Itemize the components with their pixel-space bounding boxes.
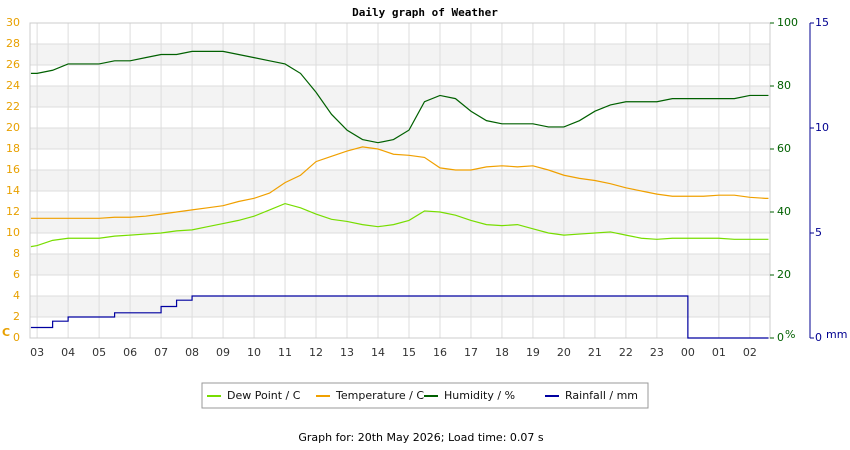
x-tick-label: 08 [185, 346, 199, 359]
plot-frame [29, 22, 771, 339]
y3-tick-label: 15 [815, 16, 829, 29]
y-unit: C [2, 326, 10, 339]
y3-tick-label: 5 [815, 226, 822, 239]
legend-label: Temperature / C [335, 389, 424, 402]
y-tick-label: 4 [13, 289, 20, 302]
y-tick-label: 20 [6, 121, 20, 134]
x-tick-label: 06 [123, 346, 137, 359]
y3-tick-label: 10 [815, 121, 829, 134]
y-tick-label: 12 [6, 205, 20, 218]
chart-title: Daily graph of Weather [352, 6, 498, 19]
y3-tick-label: 0 [815, 331, 822, 344]
x-tick-label: 21 [588, 346, 602, 359]
x-tick-label: 07 [154, 346, 168, 359]
legend: Dew Point / C Temperature / C Humidity / %… [201, 382, 649, 409]
grid-band [30, 44, 770, 65]
legend-label: Dew Point / C [227, 389, 301, 402]
grid-band [30, 170, 770, 191]
y2-tick-label: 100 [777, 16, 798, 29]
y-tick-label: 2 [13, 310, 20, 323]
x-tick-label: 22 [619, 346, 633, 359]
x-tick-label: 18 [495, 346, 509, 359]
x-tick-label: 13 [340, 346, 354, 359]
y2-unit: % [785, 328, 795, 341]
y-tick-label: 8 [13, 247, 20, 260]
x-tick-label: 10 [247, 346, 261, 359]
x-tick-label: 03 [30, 346, 44, 359]
x-tick-label: 12 [309, 346, 323, 359]
y2-tick-label: 20 [777, 268, 791, 281]
grid-band [30, 254, 770, 275]
legend-label: Rainfall / mm [565, 389, 638, 402]
y-tick-label: 26 [6, 58, 20, 71]
x-tick-label: 17 [464, 346, 478, 359]
footer: Graph for: 20th May 2026; Load time: 0.0… [298, 431, 544, 444]
y-tick-label: 22 [6, 100, 20, 113]
y-tick-label: 16 [6, 163, 20, 176]
y-tick-label: 14 [6, 184, 20, 197]
x-tick-label: 05 [92, 346, 106, 359]
grid-band [30, 86, 770, 107]
x-tick-label: 00 [681, 346, 695, 359]
x-tick-label: 09 [216, 346, 230, 359]
x-tick-label: 20 [557, 346, 571, 359]
grid-band [30, 296, 770, 317]
x-tick-label: 11 [278, 346, 292, 359]
y-tick-label: 28 [6, 37, 20, 50]
y-tick-label: 24 [6, 79, 20, 92]
x-tick-label: 04 [61, 346, 75, 359]
x-tick-label: 19 [526, 346, 540, 359]
x-tick-label: 14 [371, 346, 385, 359]
series-line [30, 50, 769, 144]
y2-tick-label: 80 [777, 79, 791, 92]
series-line [30, 295, 769, 339]
y-tick-label: 6 [13, 268, 20, 281]
y2-tick-label: 60 [777, 142, 791, 155]
x-tick-label: 23 [650, 346, 664, 359]
x-tick-label: 16 [433, 346, 447, 359]
x-tick-label: 01 [712, 346, 726, 359]
y-tick-label: 30 [6, 16, 20, 29]
series-line [30, 146, 769, 219]
x-tick-label: 02 [743, 346, 757, 359]
y2-tick-label: 0 [777, 331, 784, 344]
y2-tick-label: 40 [777, 205, 791, 218]
grid-band [30, 128, 770, 149]
x-tick-label: 15 [402, 346, 416, 359]
y-tick-label: 0 [13, 331, 20, 344]
y-tick-label: 10 [6, 226, 20, 239]
y3-unit: mm [826, 328, 847, 341]
y-tick-label: 18 [6, 142, 20, 155]
series-line [30, 202, 769, 248]
legend-label: Humidity / % [444, 389, 515, 402]
